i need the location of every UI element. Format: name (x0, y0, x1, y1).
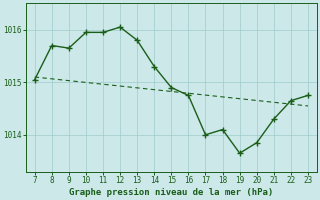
X-axis label: Graphe pression niveau de la mer (hPa): Graphe pression niveau de la mer (hPa) (69, 188, 274, 197)
